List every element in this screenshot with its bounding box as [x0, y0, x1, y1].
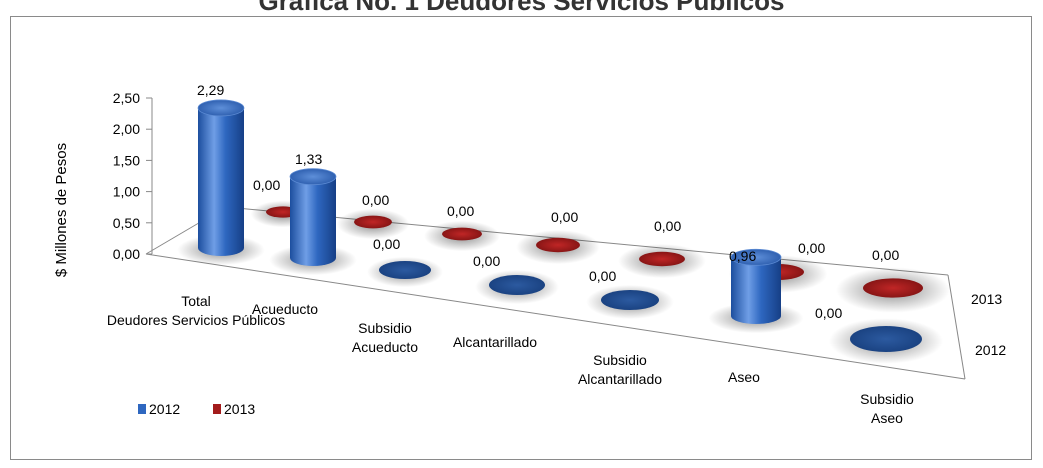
category-label-3: Alcantarillado [453, 334, 537, 350]
category-label-2: Subsidio Acueducto [352, 320, 418, 355]
y-tick-label: 2,50 [113, 90, 140, 106]
data-label-2012-2: 0,00 [373, 236, 400, 252]
chart-frame [10, 16, 1032, 460]
bars [197, 99, 923, 352]
data-label-2012-5: 0,96 [729, 248, 756, 264]
legend: 2012 2013 [138, 401, 255, 417]
data-label-2013-6: 0,00 [872, 247, 899, 263]
depth-label-2012: 2012 [975, 342, 1006, 358]
legend-swatch-2012 [138, 404, 146, 414]
legend-swatch-2013 [213, 404, 221, 414]
bar-2012-4 [601, 290, 659, 310]
category-label-4: Subsidio Alcantarillado [578, 352, 662, 387]
bar-2013-4 [639, 251, 685, 267]
chart-title: Gráfica No. 1 Deudores Servicios Público… [258, 0, 785, 16]
data-label-2012-4: 0,00 [589, 268, 616, 284]
legend-label-2012: 2012 [149, 401, 180, 417]
y-tick-label: 1,50 [113, 152, 140, 168]
data-label-2013-3: 0,00 [551, 209, 578, 225]
data-label-2013-1: 0,00 [362, 192, 389, 208]
bar-2012-2 [379, 261, 431, 279]
data-label-2012-3: 0,00 [473, 253, 500, 269]
bar-2012-5 [730, 248, 782, 324]
data-label-2013-5: 0,00 [798, 240, 825, 256]
bar-2013-3 [536, 237, 580, 253]
legend-label-2013: 2013 [224, 401, 255, 417]
y-tick-label: 0,00 [113, 246, 140, 262]
bar-2012-1 [289, 168, 337, 266]
bar-2013-6 [863, 278, 923, 298]
y-tick-label: 1,00 [113, 184, 140, 200]
bar-2013-2 [442, 227, 482, 241]
category-labels: Total Deudores Servicios PúblicosAcueduct… [107, 293, 914, 426]
category-label-1: Acueducto [252, 301, 318, 317]
bar-2012-3 [489, 275, 545, 295]
data-labels: 2,29 1,33 0,00 0,00 0,00 0,96 0,00 0,00 0,00 0,00… [197, 82, 899, 321]
bar-2012-0 [197, 99, 245, 257]
y-tick-label: 0,50 [113, 215, 140, 231]
y-tick-label: 2,00 [113, 121, 140, 137]
data-label-2013-0: 0,00 [253, 177, 280, 193]
y-axis-label: $ Millones de Pesos [53, 143, 70, 277]
bar-2013-1 [354, 215, 392, 229]
depth-label-2013: 2013 [971, 291, 1002, 307]
data-label-2013-4: 0,00 [654, 218, 681, 234]
data-label-2012-1: 1,33 [295, 151, 322, 167]
data-label-2013-2: 0,00 [447, 203, 474, 219]
category-label-5: Aseo [728, 369, 760, 385]
data-label-2012-0: 2,29 [197, 82, 224, 98]
data-label-2012-6: 0,00 [815, 305, 842, 321]
bar-2012-6 [850, 326, 922, 352]
category-label-0: Total Deudores Servicios Públicos [107, 293, 285, 328]
y-axis-ticks: 0,00 0,50 1,00 1,50 2,00 2,50 [113, 90, 152, 262]
category-label-6: Subsidio Aseo [860, 391, 914, 426]
